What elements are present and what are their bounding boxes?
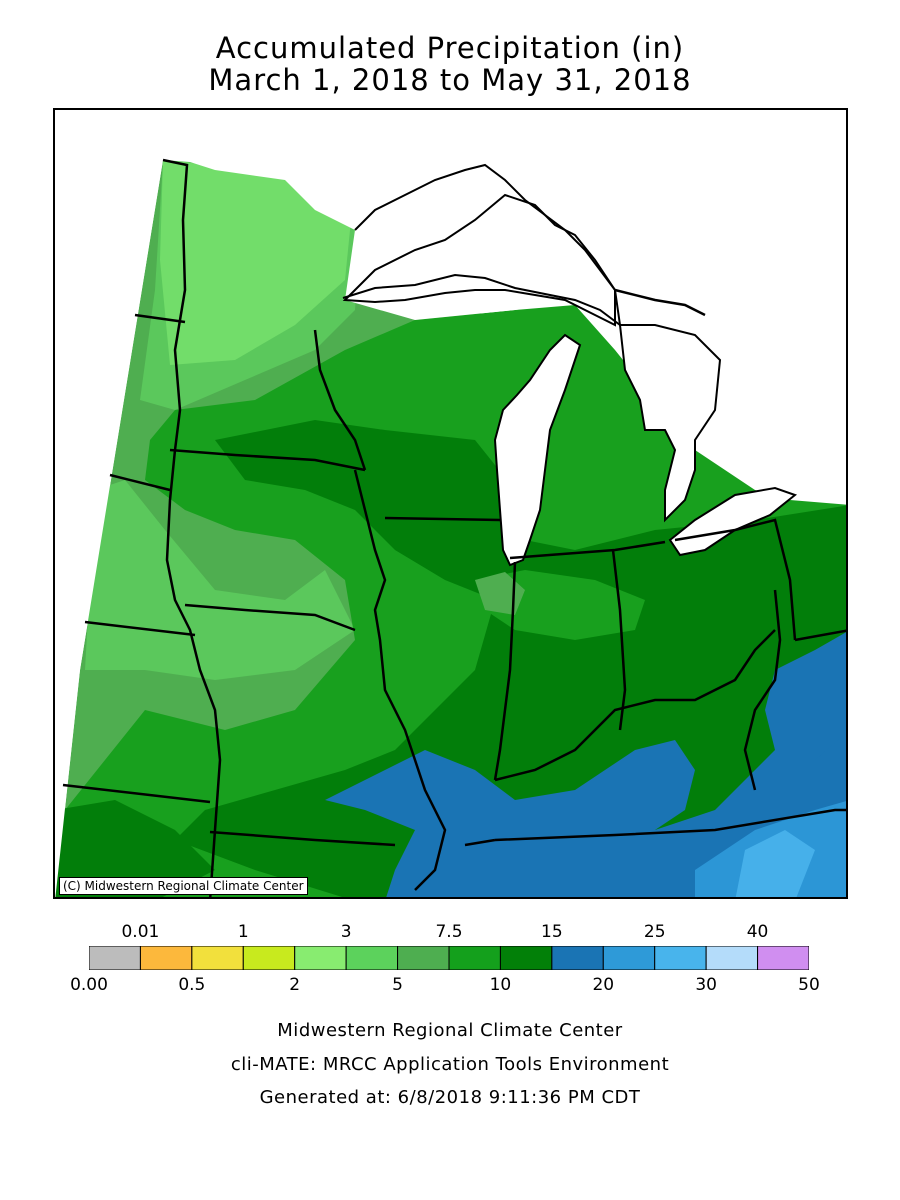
copyright-label: (C) Midwestern Regional Climate Center — [59, 877, 308, 895]
legend-bin-7 — [448, 945, 501, 971]
legend-bin-11 — [654, 945, 707, 971]
legend-bin-0 — [88, 945, 141, 971]
legend-bin-2 — [191, 945, 244, 971]
legend-top-label: 0.01 — [121, 922, 160, 942]
legend-top-label: 15 — [541, 922, 563, 942]
legend-top-label: 25 — [643, 922, 666, 942]
map-subtitle-dates: March 1, 2018 to May 31, 2018 — [208, 63, 692, 97]
precip-zone-10-15-southwest — [55, 800, 215, 897]
precip-zone-2-3-north-minnesota — [160, 160, 355, 365]
legend-bottom-label: 5 — [392, 975, 403, 995]
legend-bin-9 — [551, 945, 604, 971]
legend-bottom-label: 30 — [695, 975, 717, 995]
legend-bottom-label: 0.00 — [70, 975, 108, 995]
legend-color-bar — [88, 945, 810, 971]
legend-top-label: 40 — [746, 922, 769, 942]
legend-bin-5 — [345, 945, 399, 971]
legend-bottom-label: 10 — [489, 975, 512, 995]
lake-erie — [668, 486, 798, 557]
legend-top-label: 3 — [340, 922, 352, 942]
footer-generated-time: Generated at: 6/8/2018 9:11:36 PM CDT — [259, 1087, 641, 1108]
map-outside-data-northwest — [55, 110, 163, 897]
precip-zone-15-20-south — [325, 674, 846, 897]
legend-bottom-label: 0.5 — [178, 975, 206, 995]
footer-application: cli-MATE: MRCC Application Tools Environ… — [230, 1054, 670, 1075]
canada-outline — [354, 163, 621, 326]
map-canvas — [55, 110, 846, 897]
legend-bin-8 — [499, 945, 553, 971]
legend-bin-1 — [139, 945, 193, 971]
precip-zone-25-30 — [735, 830, 815, 897]
lake-michigan — [493, 333, 582, 567]
legend-bin-6 — [397, 945, 450, 971]
legend-top-label: 7.5 — [435, 922, 463, 942]
precipitation-map: (C) Midwestern Regional Climate Center — [53, 108, 848, 899]
color-legend — [88, 945, 810, 971]
legend-bottom-label: 50 — [798, 975, 820, 995]
map-title: Accumulated Precipitation (in) — [215, 31, 685, 65]
legend-bin-3 — [242, 945, 296, 971]
lake-huron — [618, 324, 722, 523]
legend-bin-10 — [602, 945, 656, 971]
state-boundaries — [62, 158, 846, 897]
legend-bin-4 — [294, 945, 347, 971]
legend-bottom-label: 2 — [289, 975, 301, 995]
legend-top-label: 1 — [237, 922, 249, 942]
legend-bin-12 — [705, 945, 759, 971]
upper-michigan-outline — [342, 273, 621, 326]
legend-bin-13 — [757, 945, 810, 971]
footer-organization: Midwestern Regional Climate Center — [277, 1020, 623, 1041]
legend-bottom-label: 20 — [592, 975, 615, 995]
precip-zone-15-20-east — [765, 632, 846, 760]
